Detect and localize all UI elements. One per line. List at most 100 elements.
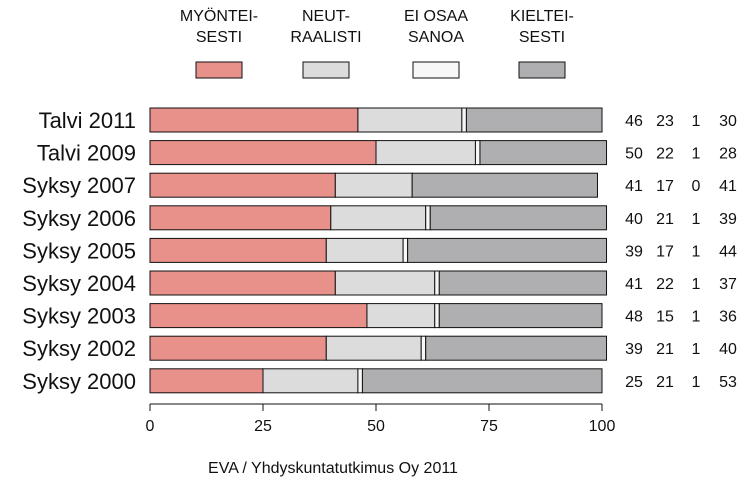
bar-segment bbox=[375, 140, 476, 166]
legend-swatch bbox=[195, 61, 243, 79]
bar-segment bbox=[420, 335, 427, 361]
bar-segment bbox=[434, 270, 440, 296]
bar-segment bbox=[330, 205, 427, 231]
value-label: 15 bbox=[656, 309, 674, 326]
value-label: 28 bbox=[719, 146, 737, 163]
value-labels: 46 23 1 30 50 22 1 28 41 17 0 41 40 21 1 39 39 17 1 44 41 22 1… bbox=[625, 113, 737, 391]
bar-segment bbox=[425, 205, 431, 231]
bars bbox=[149, 107, 608, 394]
bar-segment bbox=[334, 270, 436, 296]
value-label: 30 bbox=[719, 113, 737, 130]
bar-segment bbox=[149, 205, 332, 231]
value-label: 48 bbox=[625, 309, 643, 326]
value-label: 39 bbox=[719, 211, 737, 228]
bar-segment bbox=[262, 368, 359, 394]
source-credit: EVA / Yhdyskuntatutkimus Oy 2011 bbox=[208, 460, 458, 477]
bar-segment bbox=[334, 172, 413, 198]
category-labels: Talvi 2011 Talvi 2009 Syksy 2007 Syksy 2006… bbox=[22, 108, 136, 394]
bar-segment bbox=[149, 107, 359, 133]
value-label: 40 bbox=[625, 211, 643, 228]
value-label: 25 bbox=[625, 374, 643, 391]
value-label: 1 bbox=[692, 211, 701, 228]
category-label: Syksy 2000 bbox=[22, 369, 136, 394]
bar-segment bbox=[149, 270, 336, 296]
x-tick-label: 100 bbox=[589, 418, 616, 435]
value-label: 36 bbox=[719, 309, 737, 326]
x-tick-label: 50 bbox=[367, 418, 385, 435]
bar-segment bbox=[474, 140, 481, 166]
value-label: 39 bbox=[625, 243, 643, 260]
value-label: 44 bbox=[719, 243, 737, 260]
value-label: 22 bbox=[656, 276, 674, 293]
value-label: 46 bbox=[625, 113, 643, 130]
value-label: 1 bbox=[692, 276, 701, 293]
bar-segment bbox=[438, 270, 608, 296]
bar-segment bbox=[149, 335, 327, 361]
bar-segment bbox=[357, 368, 363, 394]
legend-swatch bbox=[302, 61, 350, 79]
value-label: 21 bbox=[656, 341, 674, 358]
value-label: 0 bbox=[692, 178, 701, 195]
bar-segment bbox=[425, 335, 608, 361]
value-label: 1 bbox=[692, 341, 701, 358]
value-label: 17 bbox=[656, 178, 674, 195]
bar-segment bbox=[149, 172, 336, 198]
bar-segment bbox=[407, 237, 608, 263]
category-label: Syksy 2004 bbox=[22, 271, 136, 296]
x-axis: 0 25 50 75 100 bbox=[146, 403, 616, 435]
x-tick-label: 75 bbox=[480, 418, 498, 435]
bar-segment bbox=[402, 237, 409, 263]
value-label: 1 bbox=[692, 374, 701, 391]
category-label: Syksy 2005 bbox=[22, 238, 136, 263]
value-label: 21 bbox=[656, 374, 674, 391]
legend-label: EI OSAA SANOA bbox=[404, 8, 468, 46]
category-label: Syksy 2003 bbox=[22, 304, 136, 329]
value-label: 37 bbox=[719, 276, 737, 293]
value-label: 1 bbox=[692, 146, 701, 163]
bar-segment bbox=[366, 303, 436, 329]
bar-segment bbox=[461, 107, 467, 133]
category-label: Syksy 2002 bbox=[22, 336, 136, 361]
x-tick-label: 25 bbox=[254, 418, 272, 435]
legend-label: MYÖNTEI-SESTI bbox=[180, 7, 258, 46]
category-label: Syksy 2007 bbox=[22, 173, 136, 198]
legend-swatch bbox=[518, 61, 566, 79]
category-label: Talvi 2011 bbox=[39, 108, 136, 133]
value-label: 40 bbox=[719, 341, 737, 358]
value-label: 41 bbox=[625, 178, 643, 195]
category-label: Talvi 2009 bbox=[37, 141, 136, 166]
bar-segment bbox=[357, 107, 463, 133]
bar-segment bbox=[325, 335, 422, 361]
bar-segment bbox=[149, 237, 327, 263]
legend-swatch bbox=[412, 61, 460, 79]
bar-segment bbox=[429, 205, 608, 231]
bar-segment bbox=[325, 237, 404, 263]
value-label: 41 bbox=[719, 178, 737, 195]
legend: MYÖNTEI-SESTI NEUT-RAALISTI EI OSAA SANOA KI… bbox=[180, 7, 574, 79]
value-label: 50 bbox=[625, 146, 643, 163]
bar-segment bbox=[411, 172, 598, 198]
legend-label: NEUT-RAALISTI bbox=[290, 8, 361, 46]
category-label: Syksy 2006 bbox=[22, 206, 136, 231]
value-label: 17 bbox=[656, 243, 674, 260]
value-label: 1 bbox=[692, 113, 701, 130]
bar-segment bbox=[149, 140, 377, 166]
value-label: 23 bbox=[656, 113, 674, 130]
value-label: 39 bbox=[625, 341, 643, 358]
value-label: 21 bbox=[656, 211, 674, 228]
value-label: 53 bbox=[719, 374, 737, 391]
bar-segment bbox=[149, 368, 264, 394]
bar-segment bbox=[361, 368, 603, 394]
bar-segment bbox=[465, 107, 603, 133]
legend-label: KIELTEI-SESTI bbox=[510, 8, 574, 46]
value-label: 22 bbox=[656, 146, 674, 163]
bar-segment bbox=[434, 303, 440, 329]
value-label: 41 bbox=[625, 276, 643, 293]
value-label: 1 bbox=[692, 309, 701, 326]
bar-segment bbox=[438, 303, 603, 329]
bar-segment bbox=[149, 303, 368, 329]
bar-segment bbox=[479, 140, 608, 166]
x-tick-label: 0 bbox=[146, 418, 155, 435]
value-label: 1 bbox=[692, 243, 701, 260]
